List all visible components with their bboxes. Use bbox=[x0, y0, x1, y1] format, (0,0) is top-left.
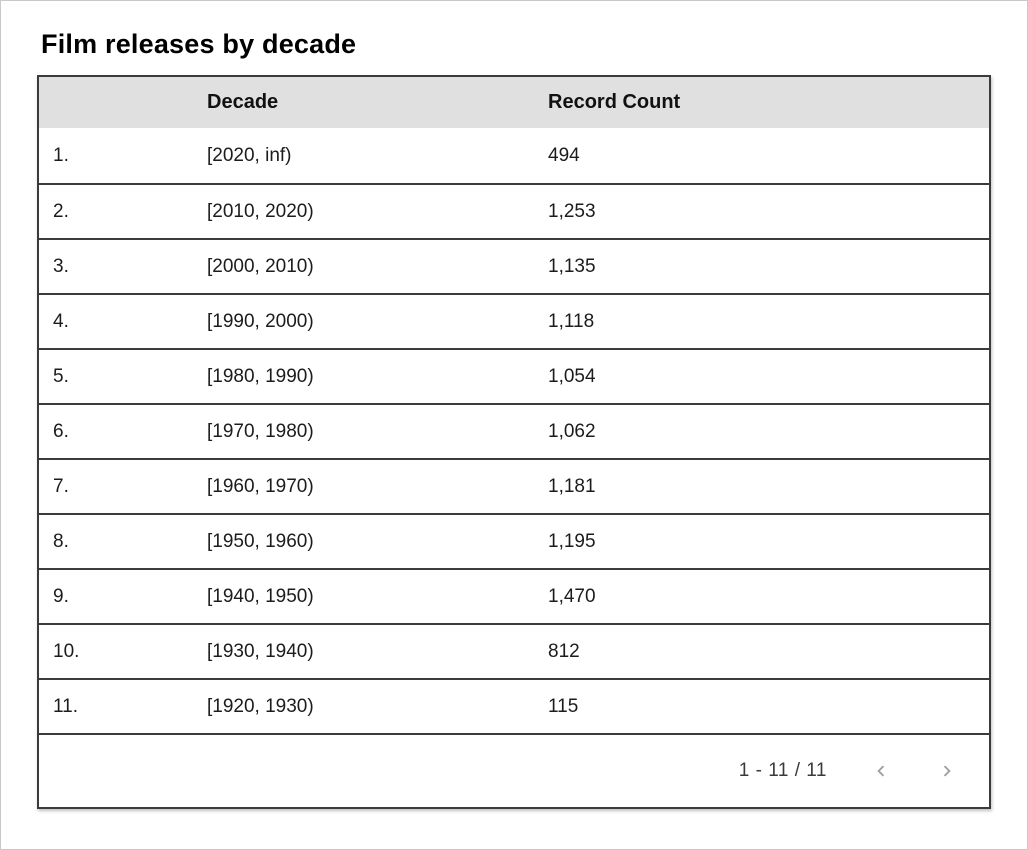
row-index-cell: 11. bbox=[53, 695, 79, 717]
row-index-cell: 5. bbox=[53, 365, 69, 387]
row-index-cell: 7. bbox=[53, 475, 69, 497]
decade-cell: [1940, 1950) bbox=[207, 585, 314, 607]
table-row: 5. [1980, 1990) 1,054 bbox=[39, 348, 989, 403]
table-body: 1. [2020, inf) 494 2. [2010, 2020) 1,253… bbox=[39, 128, 989, 733]
table-footer: 1 - 11 / 11 bbox=[39, 733, 989, 807]
row-index-cell: 3. bbox=[53, 255, 69, 277]
count-cell: 1,253 bbox=[548, 200, 596, 222]
decade-cell: [1930, 1940) bbox=[207, 640, 314, 662]
count-cell: 1,470 bbox=[548, 585, 596, 607]
count-cell: 812 bbox=[548, 640, 580, 662]
count-cell: 115 bbox=[548, 695, 579, 717]
row-index-cell: 6. bbox=[53, 420, 69, 442]
table-row: 7. [1960, 1970) 1,181 bbox=[39, 458, 989, 513]
pagination-prev-button[interactable] bbox=[869, 759, 893, 783]
pagination-next-button[interactable] bbox=[935, 759, 959, 783]
count-cell: 1,118 bbox=[548, 310, 595, 332]
row-index-cell: 9. bbox=[53, 585, 69, 607]
row-index-cell: 4. bbox=[53, 310, 69, 332]
decade-cell: [1950, 1960) bbox=[207, 530, 314, 552]
decade-cell: [2020, inf) bbox=[207, 144, 292, 166]
header-cell-record-count[interactable]: Record Count bbox=[548, 91, 681, 113]
count-cell: 1,062 bbox=[548, 420, 596, 442]
count-cell: 494 bbox=[548, 144, 580, 166]
pagination-range: 1 - 11 / 11 bbox=[738, 760, 827, 781]
table-row: 2. [2010, 2020) 1,253 bbox=[39, 183, 989, 238]
table-row: 8. [1950, 1960) 1,195 bbox=[39, 513, 989, 568]
decade-cell: [1970, 1980) bbox=[207, 420, 314, 442]
row-index-cell: 2. bbox=[53, 200, 69, 222]
chevron-left-icon bbox=[870, 760, 892, 782]
header-cell-decade[interactable]: Decade bbox=[207, 91, 279, 113]
page-title: Film releases by decade bbox=[41, 29, 357, 59]
count-cell: 1,054 bbox=[548, 365, 596, 387]
count-cell: 1,195 bbox=[548, 530, 596, 552]
table-row: 9. [1940, 1950) 1,470 bbox=[39, 568, 989, 623]
table-header: Decade Record Count bbox=[39, 77, 989, 128]
data-table: Decade Record Count 1. [2020, inf) 494 2… bbox=[37, 75, 991, 809]
row-index-cell: 1. bbox=[53, 144, 69, 166]
count-cell: 1,181 bbox=[548, 475, 596, 497]
decade-cell: [1980, 1990) bbox=[207, 365, 314, 387]
decade-cell: [2010, 2020) bbox=[207, 200, 314, 222]
row-index-cell: 8. bbox=[53, 530, 69, 552]
table-row: 6. [1970, 1980) 1,062 bbox=[39, 403, 989, 458]
row-index-cell: 10. bbox=[53, 640, 80, 662]
decade-cell: [1960, 1970) bbox=[207, 475, 314, 497]
table-row: 3. [2000, 2010) 1,135 bbox=[39, 238, 989, 293]
table-row: 1. [2020, inf) 494 bbox=[39, 128, 989, 183]
chevron-right-icon bbox=[936, 760, 958, 782]
decade-cell: [2000, 2010) bbox=[207, 255, 314, 277]
decade-cell: [1920, 1930) bbox=[207, 695, 314, 717]
count-cell: 1,135 bbox=[548, 255, 596, 277]
table-row: 4. [1990, 2000) 1,118 bbox=[39, 293, 989, 348]
table-row: 11. [1920, 1930) 115 bbox=[39, 678, 989, 733]
decade-cell: [1990, 2000) bbox=[207, 310, 314, 332]
table-row: 10. [1930, 1940) 812 bbox=[39, 623, 989, 678]
